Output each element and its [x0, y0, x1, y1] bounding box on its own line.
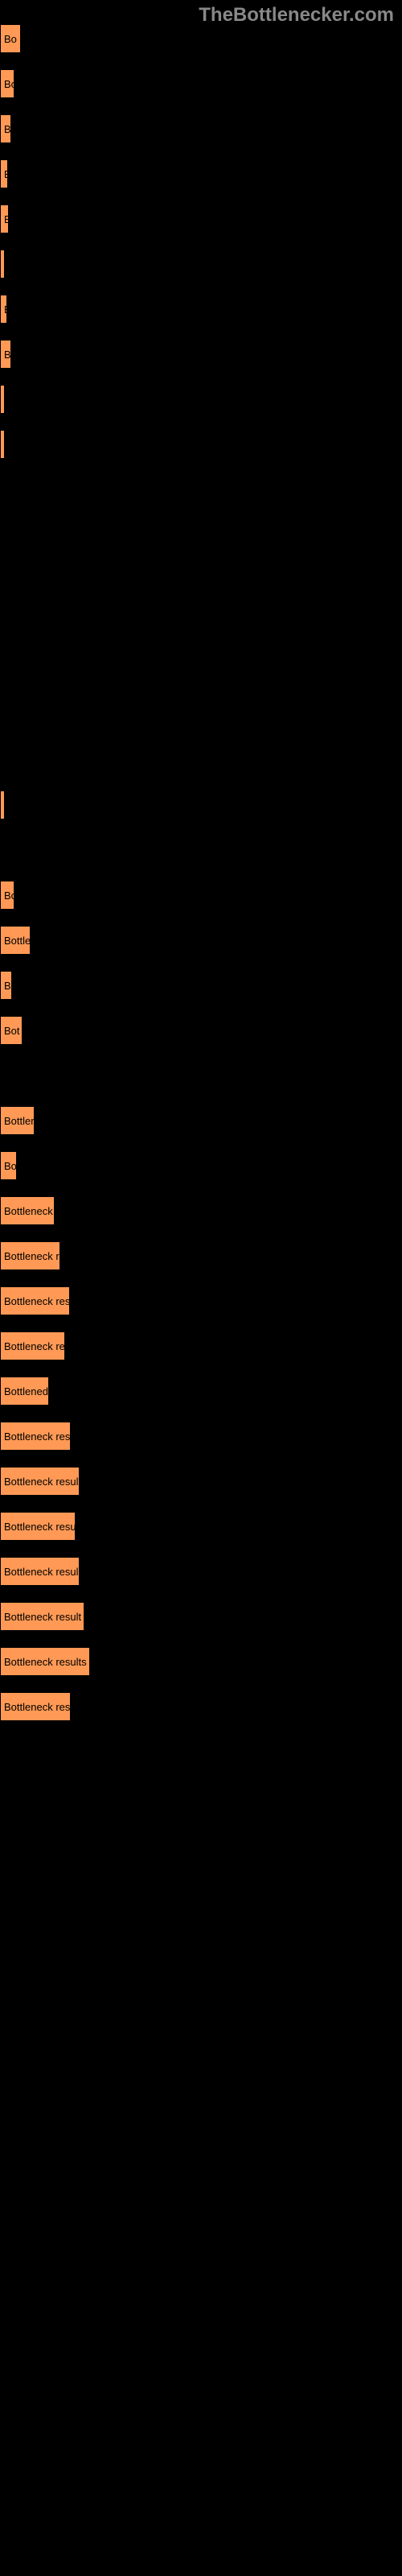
bar-row [0, 430, 402, 459]
bar [0, 250, 5, 279]
bar-row: Bottlened [0, 1377, 402, 1406]
bar-row: B [0, 295, 402, 324]
bar [0, 430, 5, 459]
bar-label: Bottleneck res [4, 1430, 70, 1443]
bar: Bottleneck resu [0, 1512, 76, 1541]
bar-label: Bottleneck re [4, 1340, 65, 1352]
bar: B [0, 971, 12, 1000]
bar-label: Bo [4, 1160, 17, 1172]
bar-row: B [0, 340, 402, 369]
bar: B [0, 159, 8, 188]
bar-label: Bottleneck r [4, 1250, 59, 1262]
bar-label: B [4, 349, 11, 361]
watermark-text: TheBottlenecker.com [199, 4, 394, 27]
bar: Bottleneck resul [0, 1557, 80, 1586]
bar-row: B [0, 114, 402, 143]
bar: Bottlened [0, 1377, 49, 1406]
bar: B [0, 295, 7, 324]
bar-label: Bo [4, 890, 14, 902]
bar: Bottle [0, 926, 31, 955]
bar-label: Bottleneck resu [4, 1521, 76, 1533]
bar-row [0, 836, 402, 865]
bar-row: Bottler [0, 1106, 402, 1135]
bar-row: Bo [0, 1151, 402, 1180]
bar-row [0, 250, 402, 279]
bar-row: Bottleneck [0, 1196, 402, 1225]
bar-row [0, 791, 402, 819]
bar: B [0, 340, 11, 369]
bar: Bo [0, 881, 14, 910]
bar-label: B [4, 980, 11, 992]
bar: B [0, 114, 11, 143]
bar-label: Bottleneck results [4, 1656, 87, 1668]
bar: Bottleneck res [0, 1422, 71, 1451]
bar-row: Bottleneck res [0, 1422, 402, 1451]
bar-row: Bo [0, 881, 402, 910]
bar-row: B [0, 204, 402, 233]
bar: B [0, 204, 9, 233]
bar-label: Bottleneck res [4, 1701, 70, 1713]
bar-label: B [4, 123, 11, 135]
bar-row [0, 700, 402, 729]
bar [0, 385, 5, 414]
bar-chart: Bo Bo B B B B B Bo Bottle B Bot Bottler Bo Bottleneck… [0, 0, 402, 1745]
bar: Bottleneck results [0, 1647, 90, 1676]
bar-row: Bot [0, 1016, 402, 1045]
bar: Bottleneck res [0, 1692, 71, 1721]
bar-row [0, 745, 402, 774]
bar: Bottleneck [0, 1196, 55, 1225]
bar: Bottleneck resul [0, 1467, 80, 1496]
bar-label: Bot [4, 1025, 20, 1037]
bar: Bo [0, 69, 14, 98]
bar-row: Bottle [0, 926, 402, 955]
bar: Bottleneck r [0, 1241, 60, 1270]
bar-row [0, 1061, 402, 1090]
bar-label: B [4, 213, 9, 225]
bar-row: Bottleneck resu [0, 1512, 402, 1541]
bar-row: Bottleneck result [0, 1602, 402, 1631]
bar-row: Bottleneck re [0, 1331, 402, 1360]
bar-label: Bottle [4, 935, 31, 947]
bar-row: Bottleneck res [0, 1692, 402, 1721]
bar-row: Bottleneck res [0, 1286, 402, 1315]
bar-label: Bo [4, 33, 17, 45]
bar-row [0, 385, 402, 414]
bar-label: Bottleneck resul [4, 1476, 79, 1488]
bar-row [0, 520, 402, 549]
bar-row [0, 565, 402, 594]
bar-label: Bottleneck result [4, 1611, 81, 1623]
bar-row: Bottleneck r [0, 1241, 402, 1270]
bar-label: Bottleneck resul [4, 1566, 79, 1578]
bar: Bottler [0, 1106, 35, 1135]
bar [0, 791, 5, 819]
bar: Bottleneck res [0, 1286, 70, 1315]
bar-row: B [0, 159, 402, 188]
bar-label: B [4, 168, 8, 180]
bar-label: Bottleneck [4, 1205, 53, 1217]
bar: Bo [0, 24, 21, 53]
bar-row [0, 655, 402, 684]
bar: Bottleneck re [0, 1331, 65, 1360]
bar-label: B [4, 303, 7, 316]
bar-label: Bo [4, 78, 14, 90]
bar-row: Bottleneck resul [0, 1467, 402, 1496]
bar-label: Bottlened [4, 1385, 48, 1397]
bar-row: Bo [0, 69, 402, 98]
bar-row [0, 475, 402, 504]
bar-row: B [0, 971, 402, 1000]
bar-row [0, 610, 402, 639]
bar-row: Bottleneck results [0, 1647, 402, 1676]
bar-label: Bottler [4, 1115, 35, 1127]
bar: Bo [0, 1151, 17, 1180]
bar-row: Bo [0, 24, 402, 53]
bar: Bottleneck result [0, 1602, 84, 1631]
bar-label: Bottleneck res [4, 1295, 70, 1307]
bar-row: Bottleneck resul [0, 1557, 402, 1586]
bar: Bot [0, 1016, 23, 1045]
